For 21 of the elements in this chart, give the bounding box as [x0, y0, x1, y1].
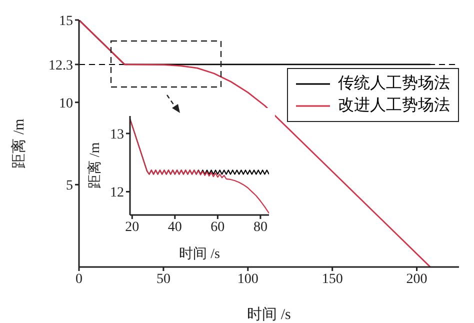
x-axis-title: 时间 /s: [179, 246, 220, 262]
y-tick-label: 12.3: [48, 58, 73, 74]
x-tick-label: 20: [125, 220, 140, 235]
y-axis-title: 距离 /m: [86, 142, 103, 189]
x-tick-label: 60: [210, 220, 225, 235]
x-tick-label: 150: [322, 272, 343, 287]
x-tick-label: 0: [76, 272, 82, 287]
y-tick-label: 13: [110, 127, 124, 142]
x-tick-label: 100: [237, 272, 258, 287]
y-tick-label: 15: [59, 14, 73, 29]
y-tick-label: 5: [66, 178, 73, 194]
x-axis-title: 时间 /s: [247, 306, 292, 323]
x-tick-label: 40: [168, 220, 182, 235]
y-tick-label: 12: [110, 186, 124, 201]
legend-label: 传统人工势场法: [338, 74, 450, 94]
x-tick-label: 80: [253, 220, 268, 235]
y-axis-title: 距离 /m: [10, 118, 28, 168]
x-tick-label: 50: [156, 272, 170, 287]
legend-label: 改进人工势场法: [338, 96, 450, 116]
y-tick-label: 10: [59, 96, 73, 112]
x-tick-label: 200: [406, 272, 428, 287]
